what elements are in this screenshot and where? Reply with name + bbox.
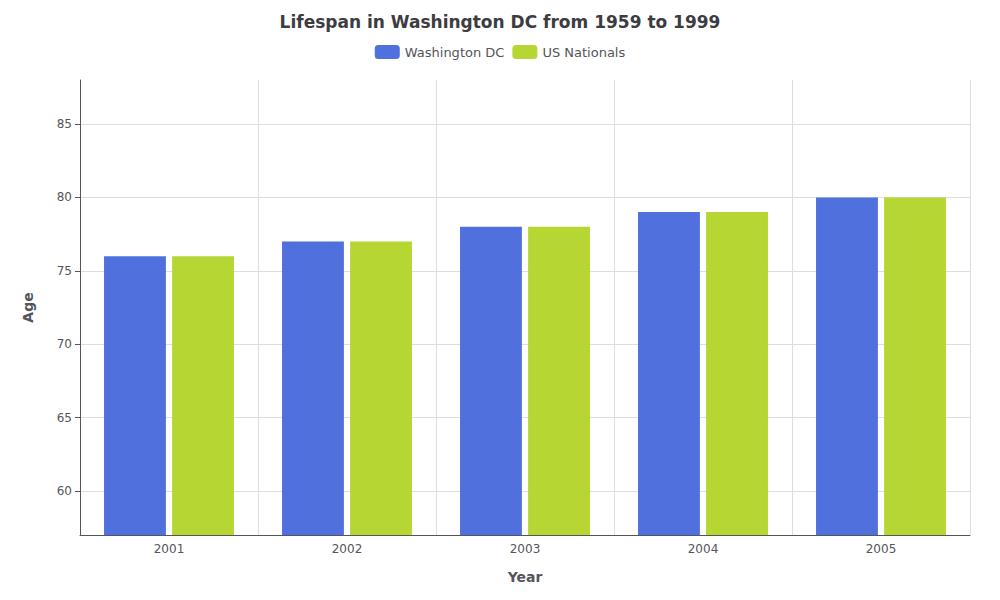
svg-text:Age: Age: [20, 292, 36, 322]
svg-text:2003: 2003: [510, 542, 541, 556]
svg-text:2002: 2002: [332, 542, 363, 556]
svg-text:Lifespan in Washington DC from: Lifespan in Washington DC from 1959 to 1…: [280, 12, 721, 32]
svg-text:70: 70: [57, 337, 72, 351]
svg-text:2005: 2005: [866, 542, 897, 556]
svg-text:80: 80: [57, 190, 72, 204]
svg-text:2001: 2001: [154, 542, 185, 556]
svg-text:Year: Year: [507, 569, 543, 585]
svg-text:Washington DC: Washington DC: [405, 45, 505, 60]
svg-text:85: 85: [57, 117, 72, 131]
svg-text:75: 75: [57, 264, 72, 278]
svg-text:2004: 2004: [688, 542, 719, 556]
svg-text:60: 60: [57, 484, 72, 498]
svg-text:US Nationals: US Nationals: [542, 45, 625, 60]
svg-text:65: 65: [57, 411, 72, 425]
